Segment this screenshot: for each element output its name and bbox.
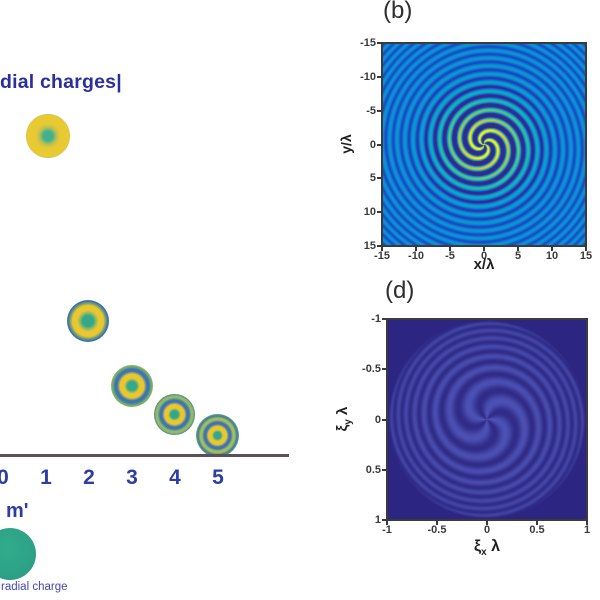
xi-subscript: x <box>481 547 487 559</box>
xi-symbol: ξ <box>334 424 351 432</box>
left-panel-title-textcursor[interactable]: dial charges| <box>0 71 122 93</box>
x-tick-label: -1 <box>382 524 392 536</box>
mode-circle-m3 <box>111 365 153 407</box>
legend-label: radial charge <box>1 581 68 593</box>
x-tick-mark <box>551 247 553 251</box>
left-x-axis-line <box>0 454 289 457</box>
y-tick-mark <box>377 75 381 78</box>
y-tick-mark <box>382 519 386 521</box>
y-tick-label: 5 <box>369 172 376 185</box>
left-x-tick-label: 2 <box>83 466 95 489</box>
left-x-tick-label: 5 <box>212 466 224 489</box>
x-tick-mark <box>536 521 538 525</box>
x-tick-label: 1 <box>583 524 591 536</box>
x-tick-mark <box>381 247 383 251</box>
y-tick-label: 10 <box>363 206 376 219</box>
mode-circle-m2 <box>67 300 109 342</box>
y-tick-mark <box>377 109 381 112</box>
left-x-tick-label: 0 <box>0 466 9 489</box>
y-tick-label: 0.5 <box>365 463 381 476</box>
y-tick-mark <box>382 368 386 371</box>
panel-b-y-axis-label: y/λ <box>338 134 354 154</box>
x-tick-mark <box>386 521 388 525</box>
x-tick-label: 10 <box>545 250 559 262</box>
y-tick-label: -10 <box>360 70 376 83</box>
x-tick-label: 15 <box>579 250 593 262</box>
x-tick-mark <box>449 247 451 251</box>
y-tick-label: -1 <box>371 313 381 325</box>
y-tick-label: -5 <box>366 104 376 117</box>
y-tick-label: 1 <box>374 514 381 526</box>
x-tick-mark <box>586 521 588 525</box>
y-tick-label: -15 <box>360 37 376 49</box>
y-tick-mark <box>377 143 381 146</box>
panel-b-title: (b) <box>383 0 413 24</box>
x-tick-label: 0 <box>483 524 491 536</box>
left-x-tick-label: 4 <box>169 466 181 489</box>
mode-circle-m1 <box>26 114 70 158</box>
panel-d-x-axis-label: ξx λ <box>474 538 500 558</box>
panel-b-plot-box <box>381 42 587 247</box>
xi-subscript: y <box>343 419 354 425</box>
x-tick-label: -5 <box>445 250 455 262</box>
x-tick-label: 0.5 <box>529 524 545 536</box>
lambda-symbol: λ <box>491 538 501 555</box>
legend-mode-swatch <box>0 528 36 580</box>
x-tick-mark <box>486 521 488 525</box>
x-tick-mark <box>415 247 417 251</box>
x-tick-label: -0.5 <box>427 524 447 536</box>
y-tick-label: -0.5 <box>362 363 381 376</box>
panel-b-spiral-heatmap <box>383 44 585 245</box>
y-tick-mark <box>382 318 386 320</box>
panel-d-title: (d) <box>385 277 415 304</box>
y-tick-mark <box>377 177 381 180</box>
x-tick-mark <box>585 247 587 251</box>
x-tick-mark <box>436 521 438 525</box>
mode-circle-m4 <box>153 393 195 435</box>
y-tick-label: 15 <box>363 240 376 252</box>
x-tick-mark <box>517 247 519 251</box>
y-tick-mark <box>377 42 381 44</box>
left-x-axis-label: m' <box>6 500 29 522</box>
mode-circle-m5 <box>195 413 239 457</box>
y-tick-mark <box>377 211 381 214</box>
panel-d-spiral-heatmap <box>388 320 586 519</box>
y-tick-mark <box>377 245 381 247</box>
panel-b-x-axis-label: x/λ <box>473 256 495 273</box>
panel-d-y-axis-label: ξy λ <box>334 407 354 432</box>
y-tick-mark <box>382 468 386 471</box>
x-tick-label: 0 <box>480 250 488 262</box>
x-tick-mark <box>483 247 485 251</box>
y-tick-label: 0 <box>374 413 381 426</box>
panel-d-plot-box <box>386 318 588 521</box>
y-tick-mark <box>382 418 386 421</box>
y-tick-label: 0 <box>369 138 376 151</box>
x-tick-label: 5 <box>514 250 522 262</box>
left-x-tick-label: 1 <box>40 466 52 489</box>
x-tick-label: -15 <box>374 250 390 262</box>
lambda-symbol: λ <box>334 406 351 415</box>
x-tick-label: -10 <box>408 250 424 262</box>
left-x-tick-label: 3 <box>126 466 138 489</box>
xi-symbol: ξ <box>473 538 482 555</box>
